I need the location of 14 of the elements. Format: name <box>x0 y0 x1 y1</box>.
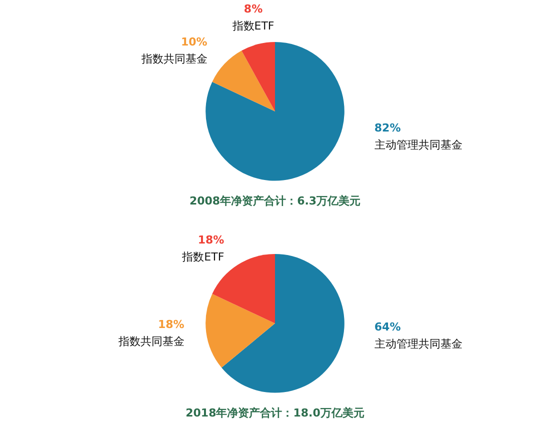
slice-label: 主动管理共同基金 <box>374 338 462 351</box>
slice-label: 指数ETF <box>231 20 274 33</box>
slice-label: 主动管理共同基金 <box>374 138 462 152</box>
data-label: 18% <box>198 233 224 246</box>
data-label: 82% <box>374 122 401 135</box>
data-label: 18% <box>158 318 184 332</box>
slice-label: 指数共同基金 <box>117 335 184 348</box>
data-label: 8% <box>244 2 263 16</box>
text: 2008年净资产合计：6.3万亿美元 <box>189 194 361 208</box>
slice-label: 指数共同基金 <box>140 52 208 66</box>
text: 2018年净资产合计：18.0万亿美元 <box>186 406 364 420</box>
slice-label: 指数ETF <box>181 250 224 264</box>
data-label: 64% <box>374 320 401 334</box>
data-label: 10% <box>180 35 208 48</box>
